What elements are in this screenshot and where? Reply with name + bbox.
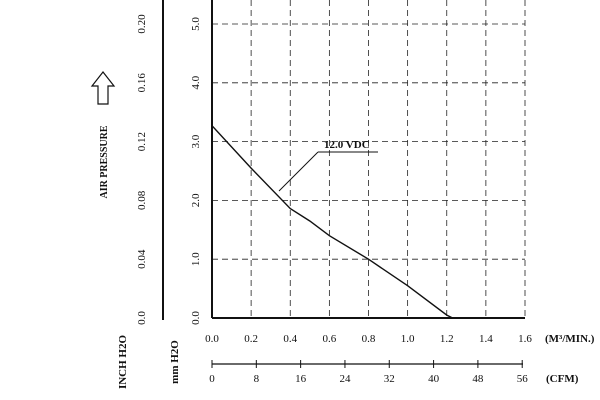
cfm-tick-label: 40 [428,373,440,385]
series-label-leader [278,151,319,192]
grid-lines [212,0,526,318]
axes [162,0,525,368]
inch-tick-label: 0.20 [136,14,148,34]
mm-tick-label: 4.0 [190,75,202,89]
m3-tick-label: 1.4 [479,333,493,345]
up-arrow-icon [90,71,116,105]
m3-tick-label: 0.8 [362,333,376,345]
tick-labels: 0.00.040.080.120.160.200.01.02.03.04.05.… [136,14,532,385]
cfm-tick-label: 24 [339,373,351,385]
cfm-tick-label: 16 [295,373,307,385]
mm-tick-label: 0.0 [190,311,202,325]
m3-tick-label: 0.6 [323,333,337,345]
mm-tick-label: 5.0 [190,17,202,31]
y-unit-mm: mm H2O [169,340,181,384]
inch-tick-label: 0.08 [136,190,148,210]
mm-tick-label: 3.0 [190,134,202,148]
m3-tick-label: 0.4 [283,333,297,345]
x-unit-cfm: (CFM) [546,373,579,385]
mm-tick-label: 2.0 [190,193,202,207]
x-unit-m3: (M³/MIN.) [545,333,595,345]
series-label: 12.0 VDC [324,139,370,151]
cfm-tick-label: 0 [209,373,215,385]
series-line [211,125,453,319]
inch-tick-label: 0.16 [136,73,148,93]
m3-tick-label: 1.6 [518,333,532,345]
inch-tick-label: 0.0 [136,311,148,325]
mm-tick-label: 1.0 [190,252,202,266]
m3-tick-label: 1.2 [440,333,454,345]
m3-tick-label: 0.2 [244,333,258,345]
y-unit-inch: INCH H2O [117,335,129,390]
m3-tick-label: 0.0 [205,333,219,345]
inch-tick-label: 0.04 [136,249,148,269]
curves [211,125,453,319]
cfm-tick-label: 8 [254,373,260,385]
m3-tick-label: 1.0 [401,333,415,345]
cfm-tick-label: 56 [517,373,529,385]
cfm-tick-label: 48 [472,373,484,385]
y-axis-label: AIR PRESSURE [99,125,110,198]
cfm-tick-label: 32 [384,373,395,385]
inch-tick-label: 0.12 [136,132,148,151]
